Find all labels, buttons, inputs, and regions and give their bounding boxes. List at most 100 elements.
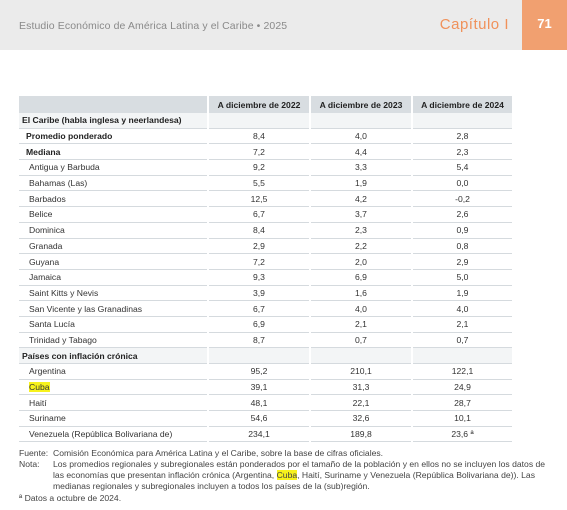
row-label: Suriname xyxy=(19,410,208,427)
cell-value: 2,3 xyxy=(309,222,412,239)
row-label-text: Granada xyxy=(29,240,63,251)
cell-value: 0,0 xyxy=(411,175,512,192)
cell-value: 8,4 xyxy=(207,222,310,239)
cell-value: 4,4 xyxy=(309,143,412,161)
cell-value: 189,8 xyxy=(309,426,412,443)
row-label-text: Venezuela (República Bolivariana de) xyxy=(29,429,173,440)
note-highlight: Cuba xyxy=(276,470,298,480)
source-text: Comisión Económica para América Latina y… xyxy=(53,448,384,458)
row-label: Argentina xyxy=(19,363,208,380)
table-row: Trinidad y Tabago 8,7 0,7 0,7 xyxy=(19,332,512,349)
column-header: A diciembre de 2024 xyxy=(411,96,512,113)
row-label: Saint Kitts y Nevis xyxy=(19,285,208,302)
cell-value: 3,7 xyxy=(309,206,412,223)
table-row: Promedio ponderado 8,4 4,0 2,8 xyxy=(19,128,512,145)
row-label-text: Países con inflación crónica xyxy=(22,350,138,361)
cell-value: 12,5 xyxy=(207,190,310,208)
table-row: Jamaica 9,3 6,9 5,0 xyxy=(19,269,512,286)
row-label-text: Suriname xyxy=(29,413,66,424)
table-row: Barbados 12,5 4,2 -0,2 xyxy=(19,190,512,208)
page-number: 71 xyxy=(522,0,567,50)
cell-value: 7,2 xyxy=(207,253,310,270)
table-row: Dominica 8,4 2,3 0,9 xyxy=(19,222,512,239)
cell-value: 4,2 xyxy=(309,190,412,208)
note-text-end: , Haití, Suriname y Venezuela (República… xyxy=(53,470,536,491)
row-label-text: Haití xyxy=(29,397,47,408)
cell-value: -0,2 xyxy=(411,190,512,208)
row-label: Trinidad y Tabago xyxy=(19,332,208,349)
row-label-text: El Caribe (habla inglesa y neerlandesa) xyxy=(22,115,182,126)
row-label: Santa Lucía xyxy=(19,316,208,333)
general-note: Nota: Los promedios regionales y subregi… xyxy=(19,459,549,492)
cell-value: 4,0 xyxy=(309,128,412,145)
row-label-text: Promedio ponderado xyxy=(26,131,113,142)
cell-value: 1,6 xyxy=(309,285,412,302)
cell-value: 6,7 xyxy=(207,300,310,317)
row-label: Granada xyxy=(19,238,208,255)
cell-value: 48,1 xyxy=(207,394,310,412)
cell-value: 9,3 xyxy=(207,269,310,286)
cell-value: 210,1 xyxy=(309,363,412,380)
cell-value: 2,1 xyxy=(309,316,412,333)
cell-value: 2,9 xyxy=(207,238,310,255)
row-label: Guyana xyxy=(19,253,208,270)
cell-value: 4,0 xyxy=(309,300,412,317)
column-header xyxy=(19,96,208,113)
cell-value: 3,3 xyxy=(309,159,412,176)
cell-value: 32,6 xyxy=(309,410,412,427)
row-label-text: Bahamas (Las) xyxy=(29,178,88,189)
cell-value: 4,0 xyxy=(411,300,512,317)
row-label: Dominica xyxy=(19,222,208,239)
table-row: Cuba 39,1 31,3 24,9 xyxy=(19,379,512,396)
cell-value xyxy=(207,113,310,129)
table-row: Santa Lucía 6,9 2,1 2,1 xyxy=(19,316,512,333)
cell-value: 6,7 xyxy=(207,206,310,223)
cell-value xyxy=(411,347,512,364)
cell-value xyxy=(309,347,412,364)
cell-value xyxy=(411,113,512,129)
row-label: Barbados xyxy=(19,190,208,208)
cell-value: 31,3 xyxy=(309,379,412,396)
source-note: Fuente: Comisión Económica para América … xyxy=(19,448,549,459)
row-label-text: Trinidad y Tabago xyxy=(29,334,97,345)
cell-value: 5,0 xyxy=(411,269,512,286)
table-header-row: A diciembre de 2022 A diciembre de 2023 … xyxy=(19,96,512,113)
row-label-text: Guyana xyxy=(29,256,60,267)
row-label-text: Belice xyxy=(29,209,53,220)
row-label-text: Barbados xyxy=(29,193,66,204)
note-text-start: Los promedios regionales y subregionales… xyxy=(53,459,546,480)
row-label: Cuba xyxy=(19,379,208,396)
note-text: Los promedios regionales y subregionales… xyxy=(53,459,549,492)
cell-value: 9,2 xyxy=(207,159,310,176)
row-label-text: San Vicente y las Granadinas xyxy=(29,303,143,314)
table-row: Argentina 95,2 210,1 122,1 xyxy=(19,363,512,380)
cell-value: 6,9 xyxy=(309,269,412,286)
cell-value: 2,9 xyxy=(411,253,512,270)
cell-value: 2,1 xyxy=(411,316,512,333)
row-label-text: Santa Lucía xyxy=(29,319,75,330)
row-label: San Vicente y las Granadinas xyxy=(19,300,208,317)
table-row: Guyana 7,2 2,0 2,9 xyxy=(19,253,512,270)
cell-value: 2,0 xyxy=(309,253,412,270)
cell-value: 2,8 xyxy=(411,128,512,145)
table-notes: Fuente: Comisión Económica para América … xyxy=(19,448,549,504)
row-label-text: Saint Kitts y Nevis xyxy=(29,287,99,298)
row-label: Países con inflación crónica xyxy=(19,347,208,364)
cell-value: 2,6 xyxy=(411,206,512,223)
cell-value: 0,7 xyxy=(411,332,512,349)
cell-value: 23,6 ª xyxy=(411,426,512,443)
cell-value: 8,4 xyxy=(207,128,310,145)
table-row: Belice 6,7 3,7 2,6 xyxy=(19,206,512,223)
cell-value: 22,1 xyxy=(309,394,412,412)
row-label: Venezuela (República Bolivariana de) xyxy=(19,426,208,443)
cell-value: 122,1 xyxy=(411,363,512,380)
cell-value: 10,1 xyxy=(411,410,512,427)
source-key: Fuente: xyxy=(19,448,49,458)
table-row: San Vicente y las Granadinas 6,7 4,0 4,0 xyxy=(19,300,512,317)
section-row: El Caribe (habla inglesa y neerlandesa) xyxy=(19,113,512,129)
cell-value xyxy=(207,347,310,364)
cell-value: 0,9 xyxy=(411,222,512,239)
cell-value: 7,2 xyxy=(207,143,310,161)
section-row: Países con inflación crónica xyxy=(19,347,512,364)
row-label: Mediana xyxy=(19,143,208,161)
